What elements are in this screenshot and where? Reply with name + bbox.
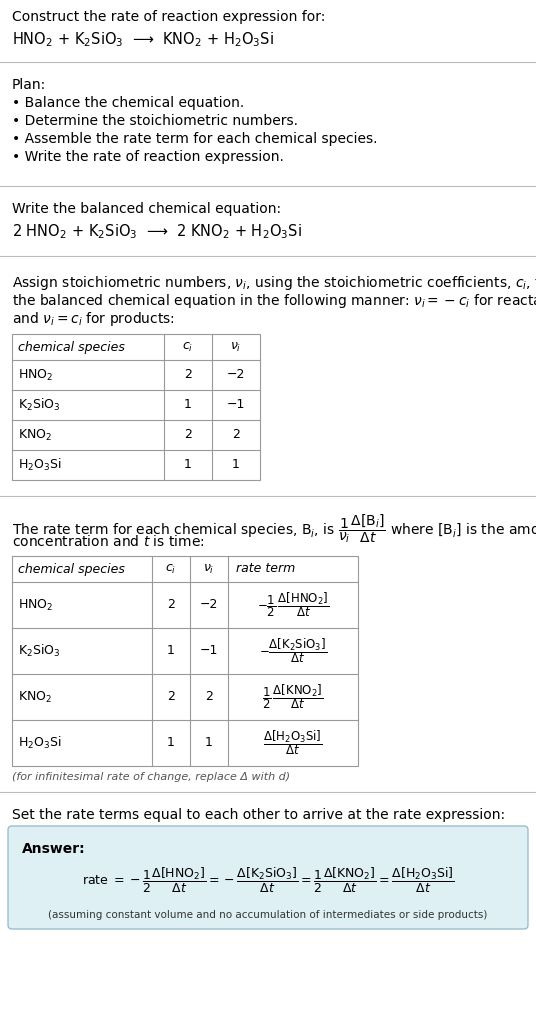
Text: 1: 1	[232, 459, 240, 471]
Text: Plan:: Plan:	[12, 78, 46, 92]
Text: −1: −1	[200, 644, 218, 657]
Text: (assuming constant volume and no accumulation of intermediates or side products): (assuming constant volume and no accumul…	[48, 910, 488, 920]
Text: concentration and $t$ is time:: concentration and $t$ is time:	[12, 534, 205, 549]
FancyBboxPatch shape	[8, 826, 528, 929]
Text: $-\dfrac{1}{2}\,\dfrac{\Delta[\mathrm{HNO_2}]}{\Delta t}$: $-\dfrac{1}{2}\,\dfrac{\Delta[\mathrm{HN…	[257, 591, 329, 620]
Text: KNO$_2$: KNO$_2$	[18, 427, 52, 442]
Text: • Determine the stoichiometric numbers.: • Determine the stoichiometric numbers.	[12, 114, 298, 128]
Text: Set the rate terms equal to each other to arrive at the rate expression:: Set the rate terms equal to each other t…	[12, 808, 505, 822]
Text: Construct the rate of reaction expression for:: Construct the rate of reaction expressio…	[12, 10, 325, 24]
Text: • Write the rate of reaction expression.: • Write the rate of reaction expression.	[12, 150, 284, 164]
Text: H$_2$O$_3$Si: H$_2$O$_3$Si	[18, 735, 62, 751]
Text: Answer:: Answer:	[22, 842, 86, 856]
Text: $\nu_i$: $\nu_i$	[203, 562, 215, 575]
Text: $\dfrac{1}{2}\,\dfrac{\Delta[\mathrm{KNO_2}]}{\Delta t}$: $\dfrac{1}{2}\,\dfrac{\Delta[\mathrm{KNO…	[262, 683, 324, 712]
Text: 1: 1	[167, 644, 175, 657]
Bar	[12, 334, 260, 480]
Text: Write the balanced chemical equation:: Write the balanced chemical equation:	[12, 202, 281, 216]
Text: 1: 1	[184, 459, 192, 471]
Text: 2 HNO$_2$ + K$_2$SiO$_3$  ⟶  2 KNO$_2$ + H$_2$O$_3$Si: 2 HNO$_2$ + K$_2$SiO$_3$ ⟶ 2 KNO$_2$ + H…	[12, 222, 302, 241]
Text: KNO$_2$: KNO$_2$	[18, 689, 52, 705]
Text: $c_i$: $c_i$	[182, 340, 193, 353]
Text: The rate term for each chemical species, B$_i$, is $\dfrac{1}{\nu_i}\dfrac{\Delt: The rate term for each chemical species,…	[12, 512, 536, 545]
Text: rate $= -\dfrac{1}{2}\dfrac{\Delta[\mathrm{HNO_2}]}{\Delta t} = -\dfrac{\Delta[\: rate $= -\dfrac{1}{2}\dfrac{\Delta[\math…	[81, 865, 455, 895]
Text: • Balance the chemical equation.: • Balance the chemical equation.	[12, 96, 244, 110]
Bar	[12, 556, 358, 766]
Text: 2: 2	[205, 690, 213, 703]
Text: K$_2$SiO$_3$: K$_2$SiO$_3$	[18, 643, 61, 659]
Text: and $\nu_i = c_i$ for products:: and $\nu_i = c_i$ for products:	[12, 310, 175, 328]
Text: Assign stoichiometric numbers, $\nu_i$, using the stoichiometric coefficients, $: Assign stoichiometric numbers, $\nu_i$, …	[12, 274, 536, 292]
Text: chemical species: chemical species	[18, 341, 125, 353]
Text: H$_2$O$_3$Si: H$_2$O$_3$Si	[18, 457, 62, 473]
Text: HNO$_2$: HNO$_2$	[18, 597, 53, 612]
Text: 2: 2	[167, 690, 175, 703]
Text: HNO$_2$: HNO$_2$	[18, 368, 53, 383]
Text: 2: 2	[232, 428, 240, 441]
Text: 1: 1	[184, 398, 192, 412]
Text: $-\dfrac{\Delta[\mathrm{K_2SiO_3}]}{\Delta t}$: $-\dfrac{\Delta[\mathrm{K_2SiO_3}]}{\Del…	[259, 637, 327, 666]
Text: (for infinitesimal rate of change, replace Δ with d): (for infinitesimal rate of change, repla…	[12, 772, 290, 782]
Text: $\dfrac{\Delta[\mathrm{H_2O_3Si}]}{\Delta t}$: $\dfrac{\Delta[\mathrm{H_2O_3Si}]}{\Delt…	[263, 729, 323, 758]
Text: 2: 2	[167, 598, 175, 611]
Text: $\nu_i$: $\nu_i$	[230, 340, 242, 353]
Text: chemical species: chemical species	[18, 562, 125, 575]
Text: $c_i$: $c_i$	[166, 562, 177, 575]
Text: • Assemble the rate term for each chemical species.: • Assemble the rate term for each chemic…	[12, 132, 377, 146]
Text: −2: −2	[200, 598, 218, 611]
Text: the balanced chemical equation in the following manner: $\nu_i = -c_i$ for react: the balanced chemical equation in the fo…	[12, 292, 536, 310]
Text: −1: −1	[227, 398, 245, 412]
Text: HNO$_2$ + K$_2$SiO$_3$  ⟶  KNO$_2$ + H$_2$O$_3$Si: HNO$_2$ + K$_2$SiO$_3$ ⟶ KNO$_2$ + H$_2$…	[12, 30, 274, 49]
Text: −2: −2	[227, 369, 245, 382]
Text: 2: 2	[184, 369, 192, 382]
Text: K$_2$SiO$_3$: K$_2$SiO$_3$	[18, 397, 61, 413]
Text: 2: 2	[184, 428, 192, 441]
Text: rate term: rate term	[236, 562, 295, 575]
Text: 1: 1	[205, 736, 213, 750]
Text: 1: 1	[167, 736, 175, 750]
